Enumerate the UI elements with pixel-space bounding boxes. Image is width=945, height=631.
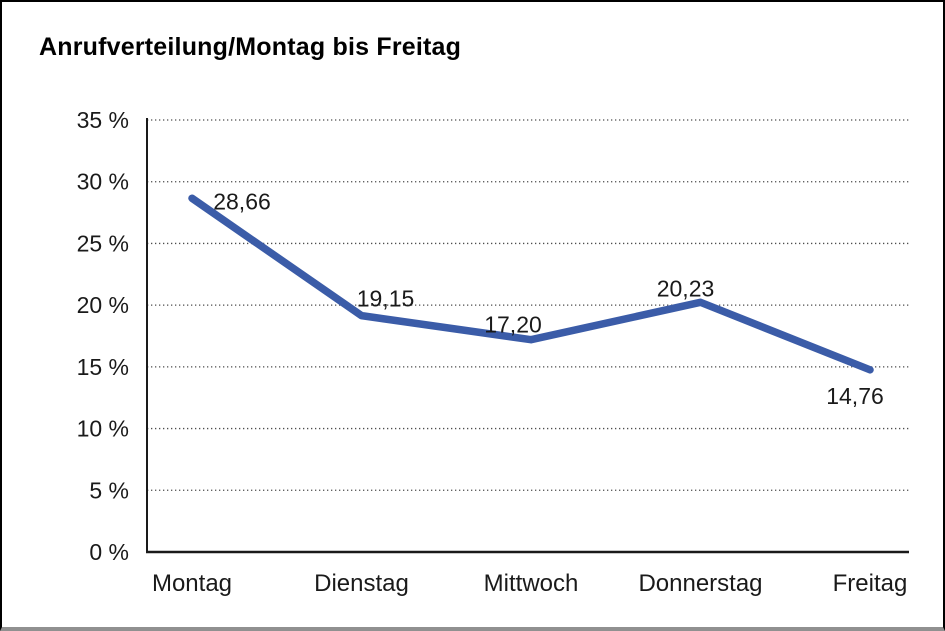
x-tick-label: Mittwoch (484, 570, 579, 597)
data-label: 17,20 (484, 312, 542, 338)
y-tick-label: 30 % (77, 169, 129, 195)
x-tick-label: Montag (152, 570, 232, 597)
x-tick-label: Freitag (833, 570, 908, 597)
series-line (188, 194, 874, 374)
y-tick-label: 15 % (77, 354, 129, 380)
x-tick-label: Donnerstag (638, 570, 762, 597)
data-label: 14,76 (826, 383, 884, 409)
data-label: 19,15 (357, 286, 415, 312)
data-label: 28,66 (213, 188, 271, 214)
chart-title: Anrufverteilung/Montag bis Freitag (39, 33, 462, 61)
y-tick-label: 0 % (89, 539, 129, 565)
y-tick-label: 35 % (77, 107, 129, 133)
y-tick-label: 5 % (89, 477, 129, 503)
y-tick-label: 10 % (77, 416, 129, 442)
x-tick-label: Dienstag (314, 570, 409, 597)
data-label: 20,23 (657, 275, 715, 301)
y-tick-label: 25 % (77, 230, 129, 256)
y-tick-label: 20 % (77, 292, 129, 318)
